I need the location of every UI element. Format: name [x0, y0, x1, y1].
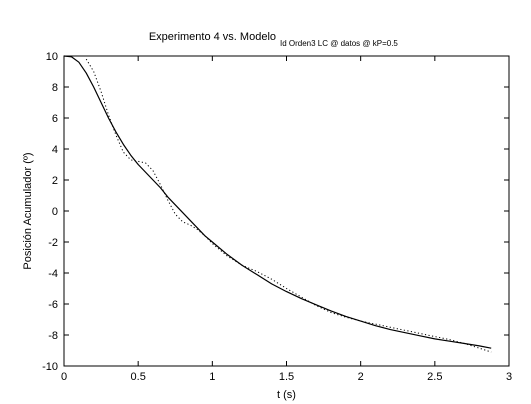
y-tick-label: 4: [52, 144, 58, 156]
y-tick-label: -2: [48, 237, 58, 249]
x-tick-label: 2.5: [427, 371, 442, 383]
chart-title-subscript: Id Orden3 LC @ datos @ kP=0.5: [280, 39, 398, 48]
y-axis-label: Posición Acumulador (º): [22, 152, 34, 269]
y-tick-label: 8: [52, 82, 58, 94]
y-tick-label: -6: [48, 299, 58, 311]
y-tick-label: 10: [46, 51, 58, 63]
series-layer: [63, 55, 492, 353]
series-line-solid: [63, 55, 492, 349]
x-tick-label: 0.5: [131, 371, 146, 383]
chart-title: Experimento 4 vs. Modelo Id Orden3 LC @ …: [149, 31, 399, 48]
x-tick-label: 2: [358, 371, 364, 383]
y-tick-label: -8: [48, 330, 58, 342]
x-tick-label: 0: [61, 371, 67, 383]
x-axis-label: t (s): [277, 389, 296, 401]
plot-area-frame: [63, 55, 510, 367]
x-tick-label: 1.5: [279, 371, 294, 383]
y-tick-label: -10: [42, 361, 58, 373]
x-tick-label: 1: [209, 371, 215, 383]
axis-ticks: 0 0.5 1 1.5 2 2.5 3 10 8 6 4 2 0 -2 -4 -6 -8 -10: [42, 51, 512, 383]
y-tick-label: 2: [52, 175, 58, 187]
y-tick-label: 6: [52, 113, 58, 125]
x-tick-label: 3: [506, 371, 512, 383]
chart-title-main: Experimento 4 vs. Modelo: [149, 31, 276, 43]
y-tick-label: 0: [52, 206, 58, 218]
series-line-dotted: [85, 58, 492, 353]
y-tick-label: -4: [48, 268, 58, 280]
